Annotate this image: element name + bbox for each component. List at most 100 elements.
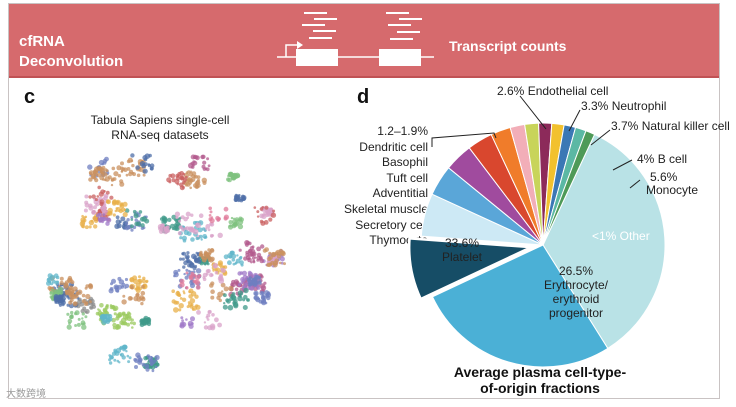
tsne-dot <box>244 282 248 286</box>
tsne-dot <box>89 171 93 175</box>
tsne-dot <box>245 240 250 245</box>
tsne-dot <box>238 216 243 221</box>
tsne-dot <box>195 268 202 274</box>
tsne-dot <box>84 315 88 319</box>
tsne-dot <box>107 313 113 319</box>
tsne-dot <box>242 275 248 281</box>
tsne-dot <box>184 226 188 230</box>
tsne-dot <box>135 292 140 297</box>
tsne-dot <box>252 260 256 264</box>
tsne-dot <box>113 348 117 353</box>
tsne-dot <box>253 295 258 300</box>
tsne-dot <box>265 295 271 301</box>
tsne-dot <box>46 280 51 286</box>
tsne-dot <box>60 299 64 304</box>
tsne-dot <box>243 287 249 294</box>
tsne-dot <box>129 284 134 289</box>
deconvolution-banner: cfRNA Deconvolution Tr <box>9 4 719 78</box>
tsne-dot <box>210 234 214 238</box>
tsne-dot <box>91 194 96 199</box>
tsne-dot <box>150 356 153 359</box>
tsne-dot <box>206 157 210 161</box>
tsne-dot <box>145 280 148 284</box>
leader-lines <box>519 95 641 189</box>
tsne-dot <box>81 312 86 316</box>
tsne-dot <box>276 251 282 256</box>
tsne-dot <box>119 220 122 224</box>
tsne-dot <box>243 294 248 300</box>
tsne-dot <box>122 344 128 350</box>
tsne-dot <box>194 274 201 281</box>
tsne-dot <box>108 361 113 365</box>
tsne-dot <box>84 200 89 205</box>
tsne-dot <box>90 219 94 223</box>
tsne-dot <box>179 282 185 288</box>
tsne-dot <box>264 205 269 210</box>
tsne-dot <box>132 209 137 214</box>
tsne-dot <box>228 285 234 292</box>
banner-title-line1: cfRNA <box>19 33 65 50</box>
tsne-dot <box>55 299 60 304</box>
tsne-dot <box>209 210 213 214</box>
tsne-dot <box>215 215 220 221</box>
tsne-dot <box>81 299 86 304</box>
label-erythro-value: 26.5% <box>559 264 593 278</box>
tsne-dot <box>186 182 191 187</box>
tsne-dot <box>257 281 262 285</box>
tsne-dot <box>120 170 124 173</box>
tsne-dot <box>140 301 144 306</box>
tsne-dot <box>206 262 210 266</box>
tsne-dot <box>120 166 124 171</box>
tsne-dot <box>108 288 114 294</box>
tsne-dot <box>191 171 197 176</box>
tsne-dot <box>227 304 234 311</box>
tsne-dot <box>257 276 261 280</box>
tsne-dot <box>229 172 235 178</box>
tsne-dot <box>194 279 200 286</box>
tsne-dot <box>92 215 98 221</box>
tsne-dot <box>73 293 79 299</box>
tsne-dot <box>210 281 215 286</box>
tsne-dot <box>273 260 278 266</box>
tsne-dot <box>259 274 263 278</box>
tsne-dot <box>171 299 176 304</box>
tsne-dot <box>253 206 257 209</box>
tsne-dot <box>83 218 87 223</box>
tsne-dot <box>99 199 105 205</box>
tsne-dot <box>174 225 180 231</box>
tsne-cluster-dots <box>46 153 286 373</box>
tsne-dot <box>201 164 206 169</box>
tsne-dot <box>105 317 111 323</box>
tsne-dot <box>179 171 185 176</box>
tsne-dot <box>51 288 54 291</box>
tsne-dot <box>151 359 156 364</box>
tsne-dot <box>266 291 271 295</box>
tsne-dot <box>168 173 172 178</box>
tsne-dot <box>183 272 186 276</box>
tsne-dot <box>193 175 197 178</box>
minor-type-tuft: Tuft cell <box>386 170 428 185</box>
tsne-dot <box>210 289 215 295</box>
tsne-dot <box>126 159 131 164</box>
tsne-dot <box>250 253 254 256</box>
tsne-dot <box>221 290 224 293</box>
tsne-dot <box>141 278 146 284</box>
tsne-dot <box>246 298 251 302</box>
tsne-dot <box>245 250 249 255</box>
tsne-dot <box>137 278 141 282</box>
tsne-dot <box>111 166 116 171</box>
tsne-dot <box>93 205 97 210</box>
label-neutrophil: 3.3% Neutrophil <box>581 99 666 113</box>
tsne-dot <box>190 154 196 160</box>
tsne-dot <box>104 176 111 182</box>
tsne-dot <box>240 281 244 285</box>
tsne-dot <box>227 177 233 183</box>
tsne-dot <box>93 177 97 180</box>
label-nk: 3.7% Natural killer cell <box>611 119 730 133</box>
tsne-dot <box>263 281 267 285</box>
tsne-dot <box>115 199 121 206</box>
tsne-dot <box>115 219 121 225</box>
tsne-dot <box>130 153 135 158</box>
tsne-dot <box>190 213 194 217</box>
tsne-dot <box>210 273 214 277</box>
